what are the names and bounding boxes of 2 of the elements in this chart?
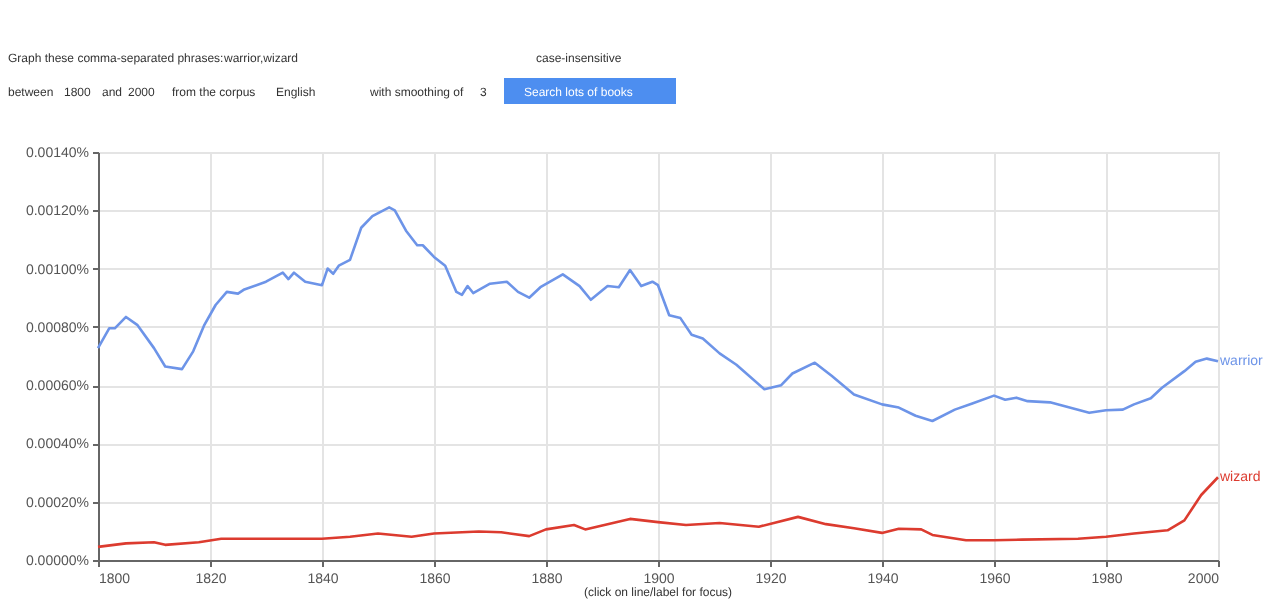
line-series — [96, 206, 1220, 423]
line-series — [96, 475, 1220, 549]
